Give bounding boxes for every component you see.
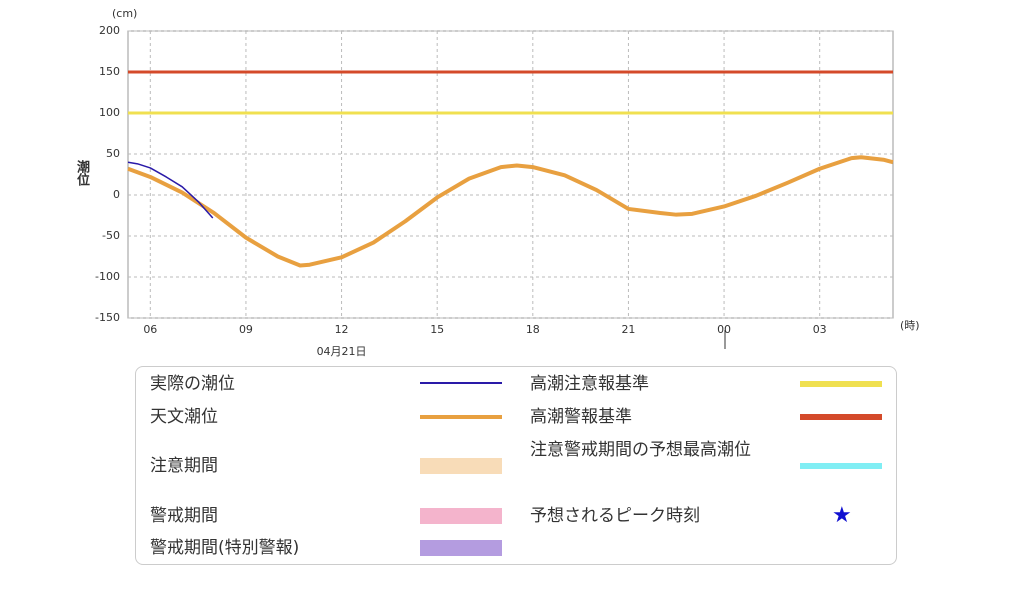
legend-label: 実際の潮位 bbox=[150, 374, 235, 394]
series-line bbox=[127, 155, 894, 268]
legend-swatch bbox=[420, 415, 502, 419]
legend-symbol: ★ bbox=[832, 503, 852, 528]
x-tick-label: 15 bbox=[430, 323, 444, 336]
legend-label: 注意警戒期間の予想最高潮位 bbox=[530, 440, 751, 460]
x-unit: (時) bbox=[900, 319, 920, 332]
legend-swatch bbox=[800, 381, 882, 387]
series-line bbox=[127, 161, 214, 219]
legend-label: 注意期間 bbox=[150, 456, 218, 476]
y-tick-label: 50 bbox=[106, 147, 120, 160]
legend: 実際の潮位天文潮位注意期間警戒期間警戒期間(特別警報) 高潮注意報基準 高潮警報基準… bbox=[135, 366, 897, 565]
y-axis-label: 潮位 bbox=[74, 160, 89, 186]
y-tick-label: 150 bbox=[99, 65, 120, 78]
legend-label: 予想されるピーク時刻 bbox=[530, 506, 700, 526]
legend-swatch bbox=[800, 414, 882, 420]
x-tick-label: 03 bbox=[813, 323, 827, 336]
legend-swatch bbox=[420, 382, 502, 384]
x-tick-label: 18 bbox=[526, 323, 540, 336]
x-tick-label: 12 bbox=[335, 323, 349, 336]
y-tick-label: 0 bbox=[113, 188, 120, 201]
x-tick-label: 06 bbox=[143, 323, 157, 336]
plot-frame bbox=[127, 30, 894, 319]
y-tick-label: 200 bbox=[99, 24, 120, 37]
y-tick-label: -150 bbox=[95, 311, 120, 324]
x-tick-label: 00 bbox=[717, 323, 731, 336]
legend-swatch bbox=[420, 458, 502, 474]
x-tick-label: 09 bbox=[239, 323, 253, 336]
y-unit: (cm) bbox=[112, 7, 137, 20]
legend-label: 天文潮位 bbox=[150, 407, 218, 427]
legend-swatch bbox=[420, 540, 502, 556]
legend-label: 高潮警報基準 bbox=[530, 407, 632, 427]
legend-label: 高潮注意報基準 bbox=[530, 374, 649, 394]
legend-label: 警戒期間(特別警報) bbox=[150, 538, 300, 558]
date-label: 04月21日 bbox=[317, 345, 367, 358]
y-tick-label: -50 bbox=[102, 229, 120, 242]
x-tick-label: 21 bbox=[621, 323, 635, 336]
legend-swatch bbox=[800, 463, 882, 469]
y-tick-label: -100 bbox=[95, 270, 120, 283]
legend-swatch bbox=[420, 508, 502, 524]
y-tick-label: 100 bbox=[99, 106, 120, 119]
legend-label: 警戒期間 bbox=[150, 506, 218, 526]
